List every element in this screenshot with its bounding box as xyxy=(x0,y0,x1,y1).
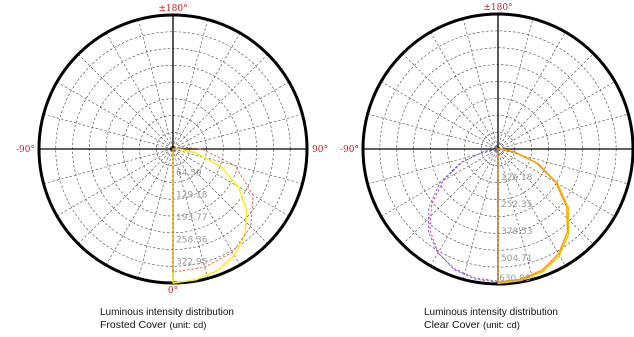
chart-2-angle-label-left: -90° xyxy=(340,145,359,155)
chart-1-unit: (unit: cd) xyxy=(169,320,207,331)
chart-1-subtitle: Frosted Cover xyxy=(100,319,167,331)
chart-1-radial-label-1: 64.59 xyxy=(176,168,202,178)
chart-1-subtitle-line: Frosted Cover (unit: cd) xyxy=(100,319,206,332)
chart-2-radial-label-3: 378.53 xyxy=(501,227,533,237)
chart-1-radial-label-3: 193.77 xyxy=(176,213,208,223)
chart-1-title: Luminous intensity distribution xyxy=(100,307,234,318)
chart-2-radial-label-4: 504.71 xyxy=(501,254,533,264)
chart-2-radial-label-1: 126.18 xyxy=(501,173,533,183)
chart-2-subtitle-line: Clear Cover (unit: cd) xyxy=(424,319,520,332)
chart-2-unit: (unit: cd) xyxy=(482,320,520,331)
chart-2-radial-label-2: 252.35 xyxy=(501,200,533,210)
chart-1-radial-label-5: 322.95 xyxy=(176,258,208,268)
chart-1-series-2 xyxy=(172,146,254,273)
chart-1-angle-label-bottom: 0° xyxy=(168,286,178,296)
chart-2-series-4 xyxy=(427,148,499,282)
chart-1-angle-label-top: ±180° xyxy=(158,4,187,14)
chart-1-radial-label-4: 258.36 xyxy=(176,235,208,245)
chart-2-title: Luminous intensity distribution xyxy=(424,307,558,318)
chart-1-angle-label-right: 90° xyxy=(312,145,328,155)
chart-1-series-1 xyxy=(172,148,248,284)
chart-2-subtitle: Clear Cover xyxy=(424,319,481,331)
chart-2-series-2 xyxy=(497,148,569,283)
chart-1-radial-label-2: 129.18 xyxy=(176,191,208,201)
chart-2-angle-label-top: ±180° xyxy=(483,3,512,13)
chart-1-angle-label-left: -90° xyxy=(16,145,35,155)
chart-2-radial-label-outer: 630.88 xyxy=(499,274,531,284)
